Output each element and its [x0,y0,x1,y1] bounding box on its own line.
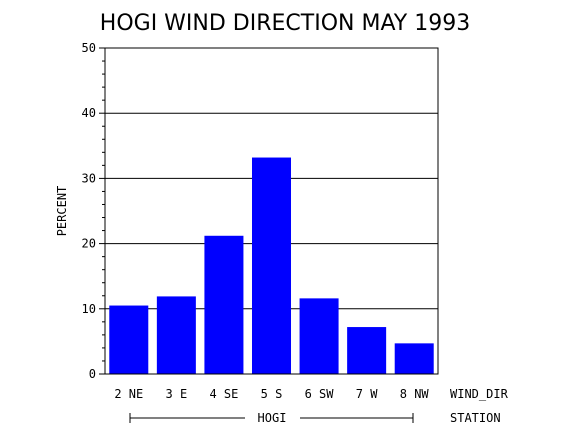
plot-frame [104,47,439,375]
bar-5-s [251,157,292,374]
x-tick-label: 4 SE [209,387,238,401]
bar-3-e [156,296,196,374]
x-tick-label: 2 NE [114,387,143,401]
x-axis-label: WIND_DIR [450,387,509,401]
x-tick-labels: 2 NE 3 E 4 SE 5 S 6 SW 7 W 8 NW [114,387,429,401]
y-tick-label: 20 [82,237,96,251]
y-tick-label: 50 [82,41,96,55]
y-tick-label: 10 [82,302,96,316]
bar-7-w [347,327,387,374]
x-tick-label: 6 SW [305,387,335,401]
y-axis-label: PERCENT [55,186,69,237]
chart-title: HOGI WIND DIRECTION MAY 1993 [100,11,470,36]
y-tick-label: 0 [89,367,96,381]
y-axis-ticks [99,47,105,375]
y-tick-label: 30 [82,171,96,185]
station-axis-label: STATION [450,411,501,425]
y-tick-labels: 0 10 20 30 40 50 [82,41,96,381]
station-bracket [129,413,414,423]
station-group-label: HOGI [258,411,287,425]
bars [109,157,434,374]
bar-4-se [204,235,244,374]
bar-6-sw [299,298,339,374]
x-tick-label: 8 NW [400,387,430,401]
bar-8-nw [394,343,434,374]
y-tick-label: 40 [82,106,96,120]
x-tick-label: 5 S [261,387,283,401]
x-tick-label: 3 E [166,387,188,401]
x-tick-label: 7 W [356,387,378,401]
bar-2-ne [109,305,149,374]
